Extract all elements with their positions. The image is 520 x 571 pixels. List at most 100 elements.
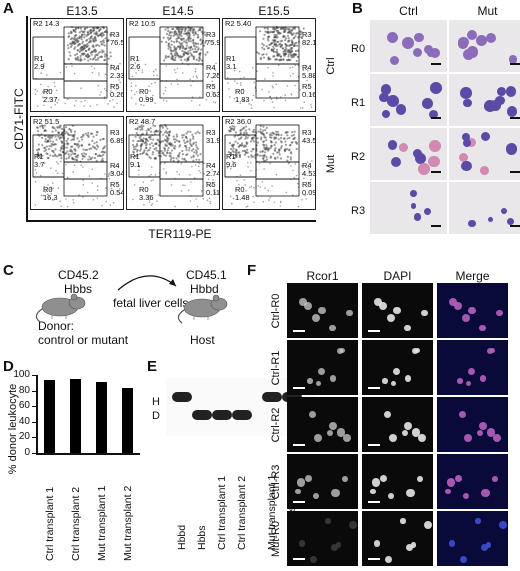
y-tick-label: 20 [18,431,30,443]
nucleus [328,421,337,430]
cell [410,203,417,210]
cell [488,216,494,223]
band-d-label: D [152,410,160,422]
cell [508,55,518,64]
panel-b-col-mut: Mut [477,4,498,18]
cell [461,160,472,171]
fluor-image-mut-r0-rcor1 [287,511,358,566]
y-tick [32,406,36,408]
nucleus [315,380,322,386]
nucleus [311,313,321,323]
cell [427,48,436,57]
nucleus [461,313,471,323]
nucleus [421,309,428,316]
nucleus [448,540,456,548]
nucleus [453,302,463,311]
gate-label-r4: R4 3.04 [110,161,124,178]
scale-bar [510,117,520,119]
nucleus [462,493,470,500]
gel-lane-label: Hbbs [196,525,208,550]
nucleus [310,555,318,563]
cell [413,213,421,221]
cell [479,165,489,175]
nucleus [465,380,472,386]
nucleus [423,520,432,530]
x-category-label: Ctrl transplant 2 [69,486,82,561]
gate-label-r0: R0 16.3 [43,185,58,202]
panel-c-drawing [35,275,228,324]
transfer-arrowhead [169,279,176,286]
nucleus [414,347,421,353]
gate-label-r0: R0 3.36 [139,185,154,202]
cell [390,157,401,168]
nucleus [496,309,503,316]
nucleus [388,433,398,442]
cell [429,110,439,120]
gel-lane-label: Ctrl transplant 2 [236,475,248,550]
nucleus [369,488,376,495]
gate-label-r2: R2 14.3 [33,19,60,28]
cytospin-image-r2-mut [449,128,520,180]
nucleus [312,493,320,500]
fluor-image-ctrl-r0-rcor1 [287,283,358,338]
nucleus [298,540,306,548]
cell [476,34,488,46]
nucleus [317,367,326,375]
panel-f-letter: F [247,262,257,279]
cell [415,153,427,165]
arrow-label: fetal liver cells [113,296,189,310]
x-category-label: Mut transplant 2 [121,485,134,561]
scale-bar [431,63,441,65]
nucleus [458,411,466,419]
nucleus [468,306,476,315]
panel-c-letter: C [3,262,14,279]
nucleus [460,555,468,563]
host-hb: Hbbd [190,282,219,296]
nucleus [467,367,476,375]
y-tick [32,390,36,392]
cell [485,33,496,44]
panel-f-col-rcor1: Rcor1 [306,269,339,283]
host-cd45: CD45.1 [186,268,227,282]
cytospin-image-r2-ctrl [370,128,447,180]
facs-plot-r1-c0: R2 51.5 R3 6.89 R1 3.7 R4 3.04 R5 0.54 R0 16.… [30,116,124,210]
gel-lane-label: Ctrl transplant 1 [216,475,228,550]
fluor-image-ctrl-r1-dapi [362,340,433,395]
panel-a-row-ctrl: Ctrl [325,57,337,75]
nucleus [330,544,338,552]
cell [428,155,440,167]
gel-band-2 [192,410,212,420]
nucleus [342,476,349,483]
facs-plot-r0-c2: R2 5.40 R3 82.1 R1 3.1 R4 5.88 R5 0.16 R0 1.8… [222,18,316,112]
nucleus [378,302,388,311]
panel-b-row-r0: R0 [351,43,366,55]
bar-4 [121,388,133,453]
nucleus [390,380,397,386]
nucleus [405,544,413,552]
panel-f-row-label: Ctrl-R2 [270,407,282,443]
nucleus [308,411,316,419]
panel-b-letter: B [352,0,363,17]
band-h-label: H [152,396,160,408]
nucleus [481,488,490,498]
nucleus [411,542,417,548]
gate-label-r5: R5 0.26 [110,82,124,99]
nucleus [411,428,421,437]
cytospin-image-r0-mut [449,20,520,72]
cell [401,36,414,49]
nucleus [331,488,340,498]
cell [414,32,424,43]
scale-bar [510,171,520,173]
panel-f-row-label: Ctrl-R0 [270,293,282,329]
gel-band-5 [262,392,282,402]
panel-a-x-axis-label: TER119-PE [148,227,212,241]
fluor-image-ctrl-r2-merge [437,397,508,452]
x-category-label: Mut transplant 1 [95,485,108,561]
y-tick-label: 40 [18,415,30,427]
nucleus [307,378,313,384]
cell [489,99,502,111]
gate-label-r0: R0 1.83 [235,87,250,104]
panel-f-row-label: Mut-R0 [270,520,282,558]
nucleus [498,520,507,530]
nucleus [417,476,424,483]
